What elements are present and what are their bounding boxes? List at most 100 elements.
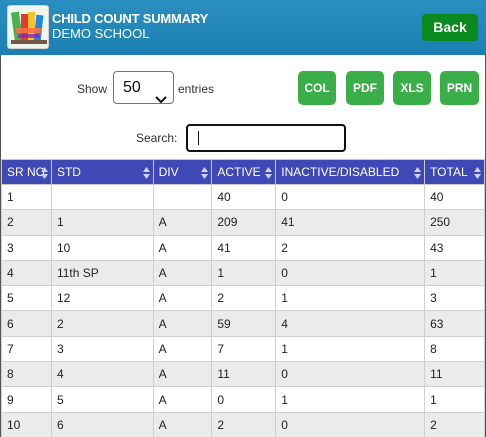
cell-sr-no: 6 (1, 310, 52, 337)
cell-inactive-disabled: 0 (275, 411, 426, 437)
table-row: 3 10 A 41 2 43 (1, 234, 485, 261)
cell-sr-no: 1 (1, 183, 52, 211)
cell-sr-no: 7 (1, 335, 52, 363)
cell-inactive-disabled: 1 (275, 386, 426, 413)
cell-total: 2 (424, 411, 485, 437)
column-header-label: ACTIVE (217, 165, 261, 179)
cell-inactive-disabled: 2 (275, 234, 426, 261)
table-row: 5 12 A 2 1 3 (1, 285, 485, 312)
cell-total: 3 (424, 285, 485, 312)
cell-active: 41 (211, 234, 277, 261)
cell-std: 3 (50, 335, 154, 363)
column-header-sr-no[interactable]: SR NO (1, 159, 52, 185)
cell-div: A (152, 234, 213, 261)
table-row: 2 1 A 209 41 250 (1, 209, 485, 236)
page-title: CHILD COUNT SUMMARY (52, 11, 209, 26)
back-button[interactable]: Back (422, 14, 478, 41)
cell-total: 43 (424, 234, 485, 261)
summary-table: SR NO STD DIV ACTIVE INACTIVE/DISABLED TOTAL … (1, 159, 485, 437)
cell-std (50, 183, 154, 211)
cell-std: 1 (50, 209, 154, 236)
cell-inactive-disabled: 1 (275, 335, 426, 363)
cell-div (152, 183, 213, 211)
cell-sr-no: 10 (1, 411, 52, 437)
cell-std: 11th SP (50, 259, 154, 287)
search-input[interactable] (186, 124, 346, 152)
sort-icon (142, 167, 150, 179)
sort-icon (414, 167, 422, 179)
cell-inactive-disabled: 4 (275, 310, 426, 337)
cell-sr-no: 9 (1, 386, 52, 413)
cell-div: A (152, 361, 213, 388)
column-header-total[interactable]: TOTAL (424, 159, 485, 185)
cell-active: 1 (211, 259, 277, 287)
cell-total: 1 (424, 386, 485, 413)
column-header-label: DIV (158, 165, 179, 179)
sort-icon (40, 167, 48, 179)
cell-div: A (152, 411, 213, 437)
cell-active: 11 (211, 361, 277, 388)
text-cursor (198, 131, 199, 145)
cell-inactive-disabled: 0 (275, 259, 426, 287)
cell-active: 59 (211, 310, 277, 337)
cell-total: 1 (424, 259, 485, 287)
cell-div: A (152, 209, 213, 236)
cell-active: 7 (211, 335, 277, 363)
cell-active: 2 (211, 285, 277, 312)
school-name: DEMO SCHOOL (52, 26, 150, 41)
table-row: 10 6 A 2 0 2 (1, 411, 485, 437)
cell-active: 209 (211, 209, 277, 236)
sort-icon (474, 167, 481, 179)
school-logo (7, 5, 49, 49)
cell-std: 12 (50, 285, 154, 312)
cell-div: A (152, 386, 213, 413)
cell-std: 6 (50, 411, 154, 437)
cell-std: 10 (50, 234, 154, 261)
table-row: 1 40 0 40 (1, 183, 485, 211)
cell-sr-no: 8 (1, 361, 52, 388)
cell-inactive-disabled: 1 (275, 285, 426, 312)
cell-div: A (152, 285, 213, 312)
table-row: 8 4 A 11 0 11 (1, 361, 485, 388)
cell-std: 2 (50, 310, 154, 337)
cell-std: 5 (50, 386, 154, 413)
cell-sr-no: 3 (1, 234, 52, 261)
entries-select[interactable]: 50 (113, 71, 174, 104)
cell-active: 40 (211, 183, 277, 211)
search-label: Search: (136, 131, 178, 145)
sort-icon (201, 167, 209, 179)
cell-sr-no: 5 (1, 285, 52, 312)
cell-sr-no: 4 (1, 259, 52, 287)
pdf-button[interactable]: PDF (346, 71, 384, 105)
app-header: CHILD COUNT SUMMARY DEMO SCHOOL Back (0, 0, 486, 55)
column-header-inactive-disabled[interactable]: INACTIVE/DISABLED (275, 159, 426, 185)
column-header-label: SR NO (7, 165, 46, 179)
cell-total: 250 (424, 209, 485, 236)
column-header-label: INACTIVE/DISABLED (281, 165, 400, 179)
cell-total: 63 (424, 310, 485, 337)
column-header-active[interactable]: ACTIVE (211, 159, 277, 185)
table-header-row: SR NO STD DIV ACTIVE INACTIVE/DISABLED TOTAL (1, 159, 485, 185)
table-row: 4 11th SP A 1 0 1 (1, 259, 485, 287)
sort-icon (265, 167, 273, 179)
cell-total: 8 (424, 335, 485, 363)
entries-label: entries (178, 82, 215, 96)
cell-total: 11 (424, 361, 485, 388)
column-header-std[interactable]: STD (50, 159, 154, 185)
table-row: 6 2 A 59 4 63 (1, 310, 485, 337)
column-header-label: STD (56, 165, 81, 179)
cell-active: 2 (211, 411, 277, 437)
column-header-div[interactable]: DIV (152, 159, 213, 185)
cell-inactive-disabled: 41 (275, 209, 426, 236)
col-button[interactable]: COL (298, 71, 336, 105)
cell-active: 0 (211, 386, 277, 413)
xls-button[interactable]: XLS (393, 71, 431, 105)
cell-div: A (152, 259, 213, 287)
prn-button[interactable]: PRN (440, 71, 479, 105)
cell-std: 4 (50, 361, 154, 388)
entries-select-value: 50 (123, 79, 141, 96)
cell-div: A (152, 335, 213, 363)
